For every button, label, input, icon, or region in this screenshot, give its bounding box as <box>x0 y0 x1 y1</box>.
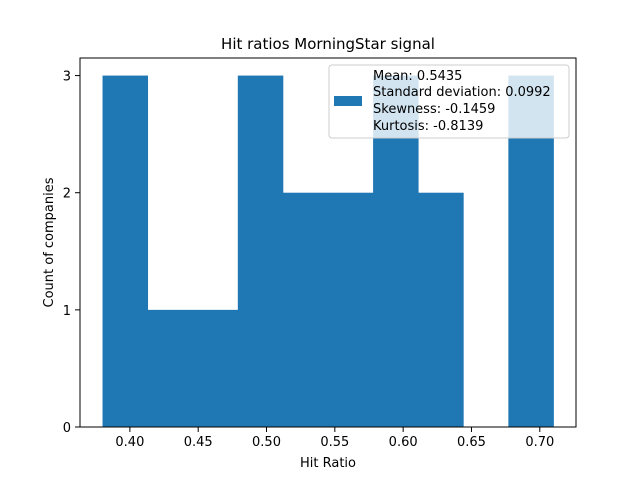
y-tick-label: 1 <box>63 304 71 319</box>
chart-title: Hit ratios MorningStar signal <box>221 35 435 53</box>
x-axis-label: Hit Ratio <box>300 456 356 471</box>
x-axis-ticks: 0.40 0.45 0.50 0.55 0.60 0.65 0.70 <box>115 427 554 450</box>
histogram-bar <box>237 75 284 428</box>
legend: Mean: 0.5435 Standard deviation: 0.0992 … <box>328 64 570 139</box>
legend-swatch <box>334 96 362 106</box>
x-tick-label: 0.45 <box>184 435 213 450</box>
bars-group <box>102 75 554 428</box>
x-tick-label: 0.60 <box>389 435 418 450</box>
histogram-bar <box>147 309 194 427</box>
y-tick-label: 0 <box>63 421 71 436</box>
histogram-bar <box>418 192 464 427</box>
legend-box <box>328 64 570 139</box>
x-tick-label: 0.65 <box>457 435 486 450</box>
histogram-bar <box>282 192 329 427</box>
y-tick-label: 3 <box>63 70 71 85</box>
histogram-bar <box>192 309 239 427</box>
y-tick-label: 2 <box>63 187 71 202</box>
x-tick-label: 0.55 <box>320 435 349 450</box>
histogram-bar <box>328 192 374 427</box>
y-axis-ticks: 0 1 2 3 <box>63 70 80 436</box>
y-axis-label: Count of companies <box>42 177 57 307</box>
legend-line-std: Standard deviation: 0.0992 <box>373 85 551 100</box>
x-tick-label: 0.50 <box>252 435 281 450</box>
plot-frame <box>79 57 577 428</box>
legend-line-mean: Mean: 0.5435 <box>373 69 462 84</box>
x-tick-label: 0.40 <box>115 435 144 450</box>
x-tick-label: 0.70 <box>525 435 554 450</box>
legend-line-kurtosis: Kurtosis: -0.8139 <box>373 119 483 134</box>
histogram-bar <box>102 75 149 428</box>
legend-line-skewness: Skewness: -0.1459 <box>373 102 495 117</box>
